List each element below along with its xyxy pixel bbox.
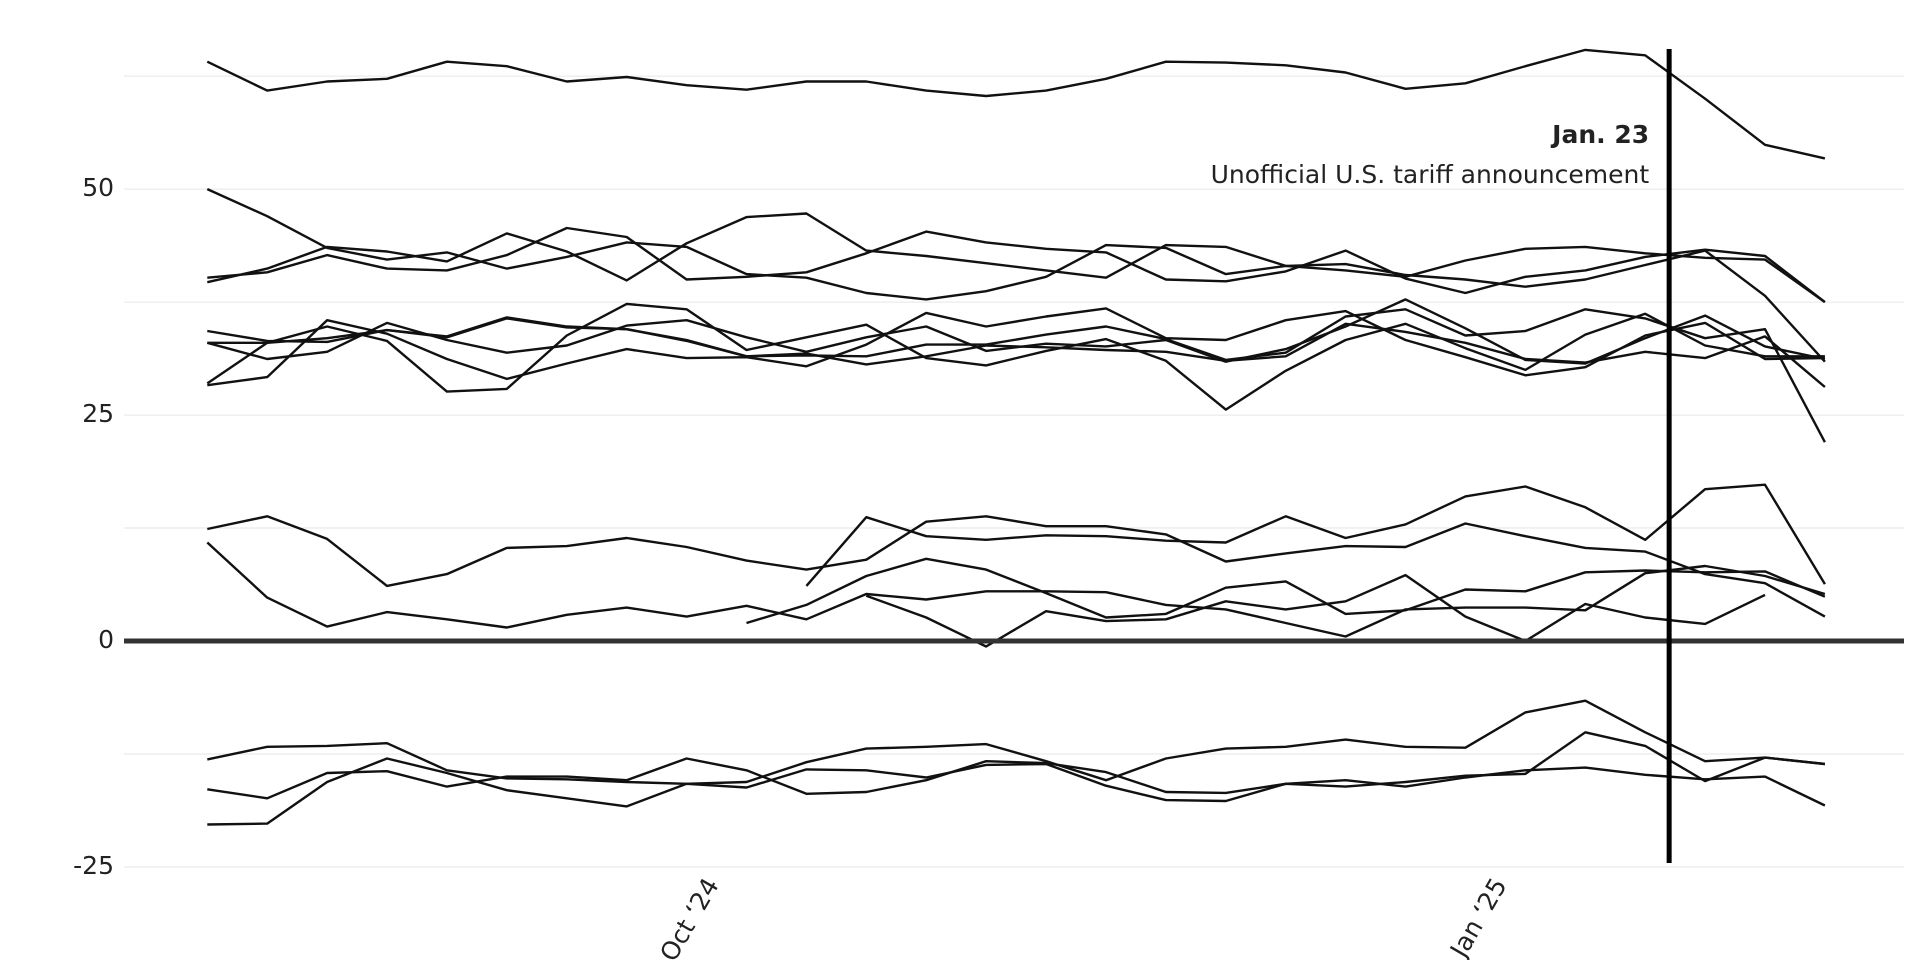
annotation-title: Jan. 23	[1550, 120, 1649, 149]
series-line	[207, 308, 1826, 443]
series-line	[206, 541, 1826, 638]
x-tick-label: Jan ‘25	[1443, 873, 1512, 960]
x-tick-label: Oct ‘24	[654, 873, 725, 960]
y-tick-label: 0	[98, 625, 114, 654]
y-tick-label: 50	[82, 173, 114, 202]
series-line	[207, 226, 1826, 304]
annotation-text: Unofficial U.S. tariff announcement	[1211, 160, 1650, 189]
series-line	[207, 316, 1826, 388]
series-line	[207, 757, 1826, 826]
series-line	[746, 557, 1826, 625]
series-line	[805, 483, 1826, 587]
series-line	[207, 515, 1826, 618]
series-line	[206, 48, 1826, 160]
y-tick-label: -25	[73, 851, 114, 880]
series-line	[207, 307, 1825, 387]
series-line	[207, 212, 1826, 304]
series-line	[207, 699, 1826, 785]
series-line	[206, 188, 1826, 363]
series-line	[206, 302, 1825, 411]
y-tick-label: 25	[82, 399, 114, 428]
series-line	[206, 298, 1826, 365]
series-line	[865, 573, 1766, 648]
